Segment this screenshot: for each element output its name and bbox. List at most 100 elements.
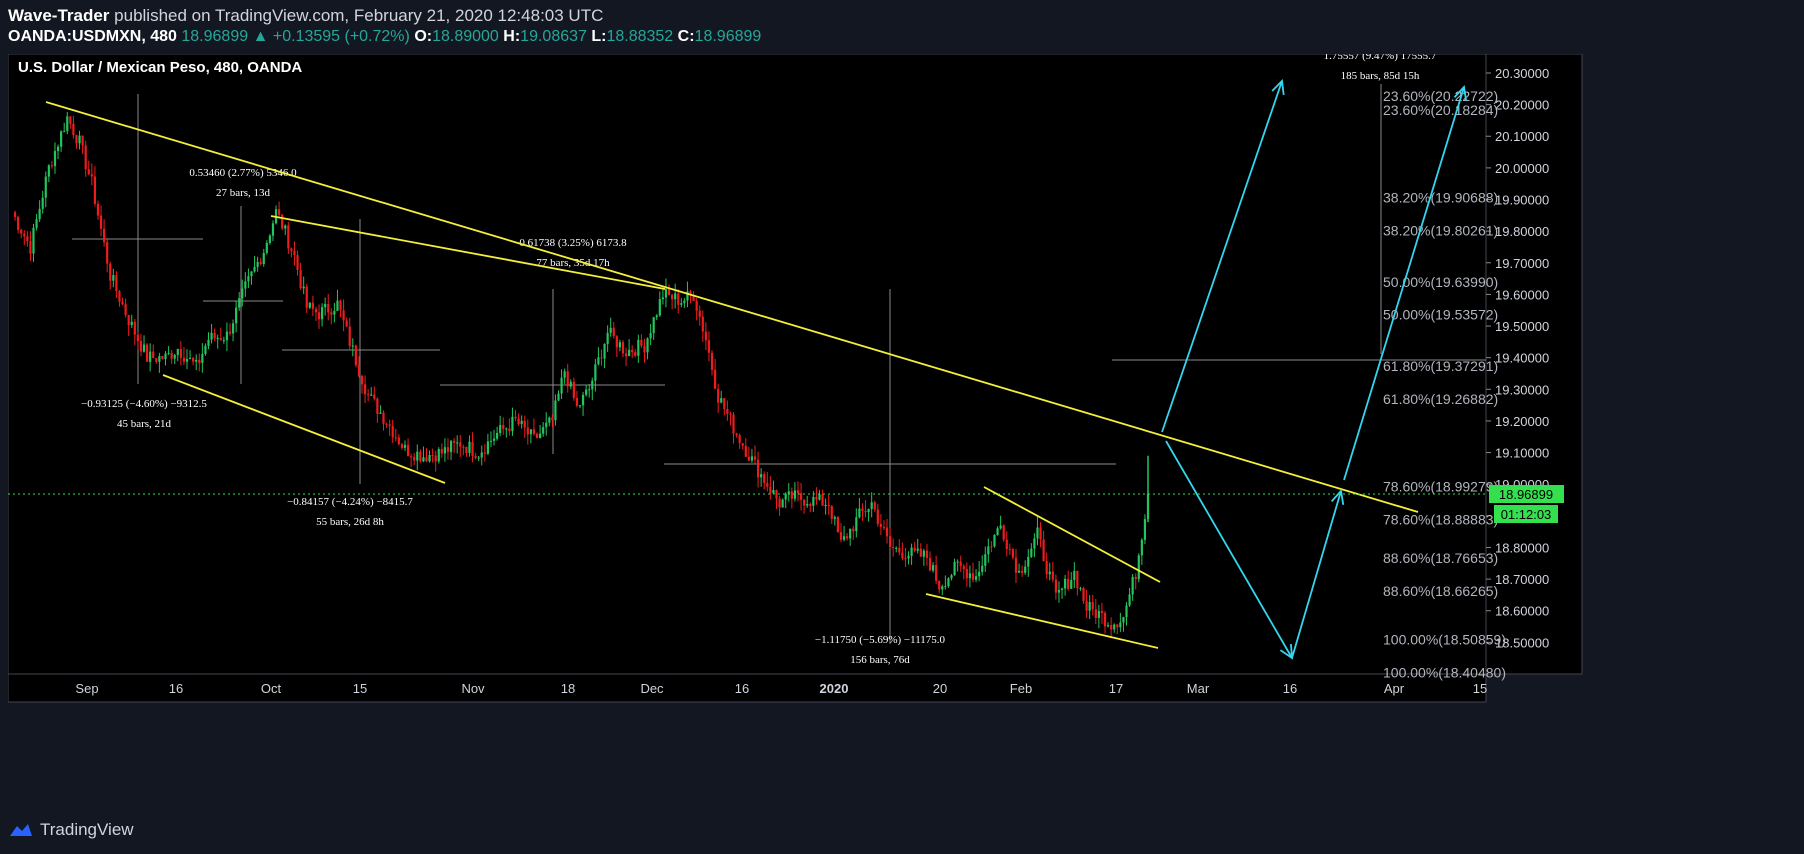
projection-arrowhead-icon bbox=[1453, 85, 1468, 101]
candle bbox=[763, 474, 766, 483]
candle bbox=[133, 321, 136, 335]
projection-arrow-line[interactable] bbox=[1165, 440, 1293, 659]
candle bbox=[428, 455, 431, 462]
trendline-wedge-top[interactable] bbox=[983, 486, 1161, 583]
measurement-bars: 55 bars, 26d 8h bbox=[316, 516, 384, 528]
candle bbox=[1128, 594, 1131, 606]
candle bbox=[474, 456, 477, 458]
candle bbox=[671, 294, 674, 300]
price-chart[interactable]: U.S. Dollar / Mexican Peso, 480, OANDA 20… bbox=[8, 54, 1798, 808]
candle bbox=[849, 528, 852, 539]
time-axis[interactable] bbox=[8, 673, 1487, 703]
candle bbox=[29, 241, 32, 254]
candle bbox=[996, 528, 999, 536]
y-tick-label: 19.70000 bbox=[1495, 256, 1549, 271]
candle bbox=[333, 310, 336, 315]
candle bbox=[793, 490, 797, 499]
candle bbox=[373, 394, 376, 399]
candle bbox=[796, 490, 800, 494]
trendline-channel-bottom[interactable] bbox=[162, 374, 446, 484]
trendline-channel-top[interactable] bbox=[270, 215, 666, 290]
candle bbox=[680, 303, 683, 305]
measurement-value: −0.93125 (−4.60%) −9312.5 bbox=[81, 398, 207, 410]
tradingview-logo[interactable]: TradingView bbox=[8, 820, 134, 840]
footer: TradingView bbox=[0, 810, 1804, 854]
candle bbox=[1116, 624, 1119, 628]
x-tick-label: 18 bbox=[561, 681, 575, 696]
candle bbox=[1085, 600, 1088, 611]
candle bbox=[772, 490, 775, 494]
publish-info: Wave-Trader published on TradingView.com… bbox=[8, 6, 603, 26]
x-tick-label: 17 bbox=[1109, 681, 1123, 696]
candle bbox=[603, 343, 606, 359]
symbol-label[interactable]: OANDA:USDMXN, 480 bbox=[8, 28, 177, 45]
candle bbox=[192, 357, 195, 362]
candle bbox=[413, 456, 416, 461]
candle bbox=[784, 493, 787, 500]
candle bbox=[827, 504, 830, 507]
candle bbox=[538, 433, 542, 439]
countdown-tag bbox=[1494, 505, 1558, 524]
x-tick-label: 20 bbox=[933, 681, 947, 696]
candle bbox=[204, 345, 207, 354]
y-tick-label: 20.00000 bbox=[1495, 161, 1549, 176]
fib-level-label: 78.60%(18.99279) bbox=[1383, 478, 1498, 494]
candle bbox=[1030, 548, 1033, 557]
candle bbox=[446, 447, 450, 452]
candle bbox=[336, 300, 339, 311]
candle bbox=[631, 349, 634, 353]
candle bbox=[235, 307, 238, 324]
close-value: 18.96899 bbox=[694, 28, 762, 45]
projection-arrow-line[interactable] bbox=[1291, 490, 1342, 659]
author-name[interactable]: Wave-Trader bbox=[8, 6, 110, 25]
candle bbox=[658, 299, 661, 316]
candle bbox=[253, 266, 256, 272]
candle bbox=[901, 552, 904, 559]
candle bbox=[250, 271, 253, 277]
candle bbox=[207, 339, 210, 346]
candle bbox=[477, 457, 480, 459]
candle bbox=[434, 455, 437, 462]
candle bbox=[118, 291, 121, 302]
candle bbox=[965, 568, 968, 579]
candle bbox=[907, 555, 910, 559]
candle bbox=[542, 427, 545, 434]
trendline-wedge-bottom[interactable] bbox=[925, 593, 1159, 649]
projection-arrow-line[interactable] bbox=[1161, 80, 1283, 433]
candle bbox=[317, 312, 321, 320]
candle bbox=[864, 510, 867, 513]
candle bbox=[443, 447, 447, 454]
candle bbox=[803, 499, 806, 506]
chart-area[interactable]: U.S. Dollar / Mexican Peso, 480, OANDA 20… bbox=[8, 54, 1798, 808]
candle bbox=[231, 323, 235, 334]
candle bbox=[391, 425, 394, 438]
candle bbox=[698, 310, 701, 317]
candle bbox=[621, 342, 625, 354]
candle bbox=[247, 276, 250, 282]
projection-arrow-line[interactable] bbox=[1343, 86, 1465, 481]
candle bbox=[127, 315, 130, 326]
candle bbox=[919, 548, 922, 557]
candle bbox=[66, 116, 69, 132]
candle bbox=[480, 452, 483, 458]
candle bbox=[287, 225, 290, 249]
last-price: 18.96899 bbox=[181, 28, 249, 45]
y-tick-label: 19.80000 bbox=[1495, 224, 1549, 239]
candle bbox=[572, 381, 575, 398]
candle bbox=[158, 356, 161, 362]
candle bbox=[330, 312, 333, 315]
candle bbox=[87, 169, 90, 175]
x-tick-label: 15 bbox=[1473, 681, 1487, 696]
candle bbox=[732, 414, 735, 434]
candle bbox=[339, 300, 342, 311]
candle bbox=[953, 562, 956, 576]
candle bbox=[818, 494, 821, 500]
price-axis[interactable] bbox=[1485, 54, 1583, 675]
candle bbox=[225, 331, 229, 341]
candle bbox=[357, 365, 361, 377]
fib-level-label: 61.80%(19.37291) bbox=[1383, 358, 1498, 374]
projection-arrowhead-icon bbox=[1330, 489, 1345, 505]
trendline-main-resistance[interactable] bbox=[45, 101, 1419, 513]
candle bbox=[106, 242, 109, 264]
candle bbox=[809, 504, 812, 506]
